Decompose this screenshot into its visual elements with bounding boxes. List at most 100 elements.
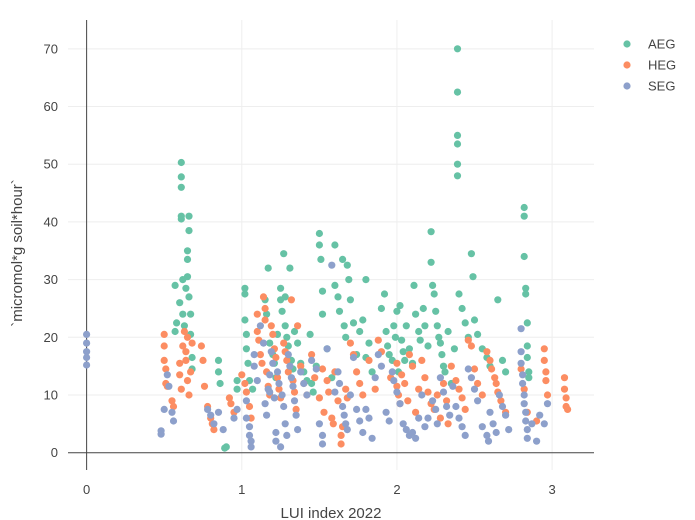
data-point xyxy=(464,365,472,373)
data-point xyxy=(83,330,91,338)
data-point xyxy=(219,426,227,434)
data-point xyxy=(292,411,300,419)
data-point xyxy=(334,368,342,376)
data-point xyxy=(160,405,168,413)
data-point xyxy=(244,359,252,367)
data-point xyxy=(525,374,533,382)
data-point xyxy=(269,330,277,338)
series-aeg xyxy=(171,45,533,452)
data-point xyxy=(261,316,269,324)
data-point xyxy=(345,276,353,284)
legend-label: AEG xyxy=(648,37,675,52)
data-point xyxy=(230,414,238,422)
data-point xyxy=(253,327,261,336)
data-point xyxy=(171,281,179,289)
data-point xyxy=(318,287,327,295)
data-point xyxy=(430,290,438,298)
data-point xyxy=(312,365,320,373)
data-point xyxy=(469,273,477,281)
data-point xyxy=(424,388,432,396)
data-point xyxy=(401,379,409,388)
data-point xyxy=(317,255,325,263)
data-point xyxy=(169,417,178,425)
data-point xyxy=(402,426,410,434)
data-point xyxy=(523,319,531,327)
data-point xyxy=(185,391,193,399)
data-point xyxy=(256,322,264,330)
data-point xyxy=(287,296,295,304)
data-point xyxy=(284,368,292,376)
data-point xyxy=(185,227,193,235)
data-point xyxy=(461,431,469,439)
data-point xyxy=(335,307,344,315)
data-point xyxy=(362,276,370,284)
data-point xyxy=(269,359,277,367)
data-point xyxy=(390,322,398,330)
data-point xyxy=(398,371,406,379)
data-point xyxy=(294,322,302,330)
data-point xyxy=(160,330,168,338)
data-point xyxy=(371,374,379,382)
data-point xyxy=(188,339,196,347)
data-point xyxy=(342,333,350,341)
data-point xyxy=(247,443,255,451)
data-point xyxy=(242,345,250,353)
legend-item-seg[interactable]: SEG xyxy=(623,79,675,94)
data-point xyxy=(436,339,444,347)
data-point xyxy=(455,414,463,422)
data-point xyxy=(452,377,460,385)
legend[interactable]: AEG HEG SEG xyxy=(623,37,676,94)
data-point xyxy=(306,330,314,338)
data-point xyxy=(267,348,275,356)
data-point xyxy=(474,397,482,405)
data-point xyxy=(542,377,550,385)
data-point xyxy=(399,420,407,428)
data-point xyxy=(308,379,316,388)
x-tick-label: 0 xyxy=(83,482,90,497)
data-point xyxy=(277,284,285,292)
legend-label: HEG xyxy=(648,58,676,73)
data-point xyxy=(199,356,207,364)
data-point xyxy=(183,377,192,385)
legend-item-heg[interactable]: HEG xyxy=(623,58,676,73)
data-point xyxy=(450,345,458,353)
data-point xyxy=(523,434,531,442)
data-point xyxy=(233,385,241,393)
data-point xyxy=(562,394,570,402)
data-point xyxy=(393,388,401,396)
data-point xyxy=(283,431,291,439)
data-point xyxy=(474,379,482,388)
data-point xyxy=(176,359,184,367)
data-point xyxy=(424,342,432,350)
data-point xyxy=(498,402,507,411)
data-point xyxy=(287,374,295,382)
data-point xyxy=(318,365,327,373)
data-point xyxy=(519,371,527,379)
data-point xyxy=(446,411,454,419)
data-point xyxy=(290,327,299,336)
data-point xyxy=(263,411,271,419)
data-point xyxy=(492,379,500,388)
data-point xyxy=(356,327,364,336)
data-point xyxy=(393,359,401,367)
data-point xyxy=(368,434,376,442)
y-tick-label: 40 xyxy=(44,214,58,229)
data-point xyxy=(245,402,254,411)
legend-item-aeg[interactable]: AEG xyxy=(623,37,675,52)
data-point xyxy=(241,290,249,298)
data-point xyxy=(452,402,460,411)
data-point xyxy=(290,397,299,405)
data-point xyxy=(486,356,494,364)
data-point xyxy=(177,173,185,181)
data-point xyxy=(522,284,530,292)
data-point xyxy=(415,327,423,336)
data-point xyxy=(83,339,91,347)
data-point xyxy=(520,391,528,399)
data-point xyxy=(429,281,437,289)
data-point xyxy=(323,377,331,385)
data-point xyxy=(436,374,444,382)
data-point xyxy=(216,379,224,388)
y-tick-label: 60 xyxy=(44,99,58,114)
data-point xyxy=(458,394,466,402)
